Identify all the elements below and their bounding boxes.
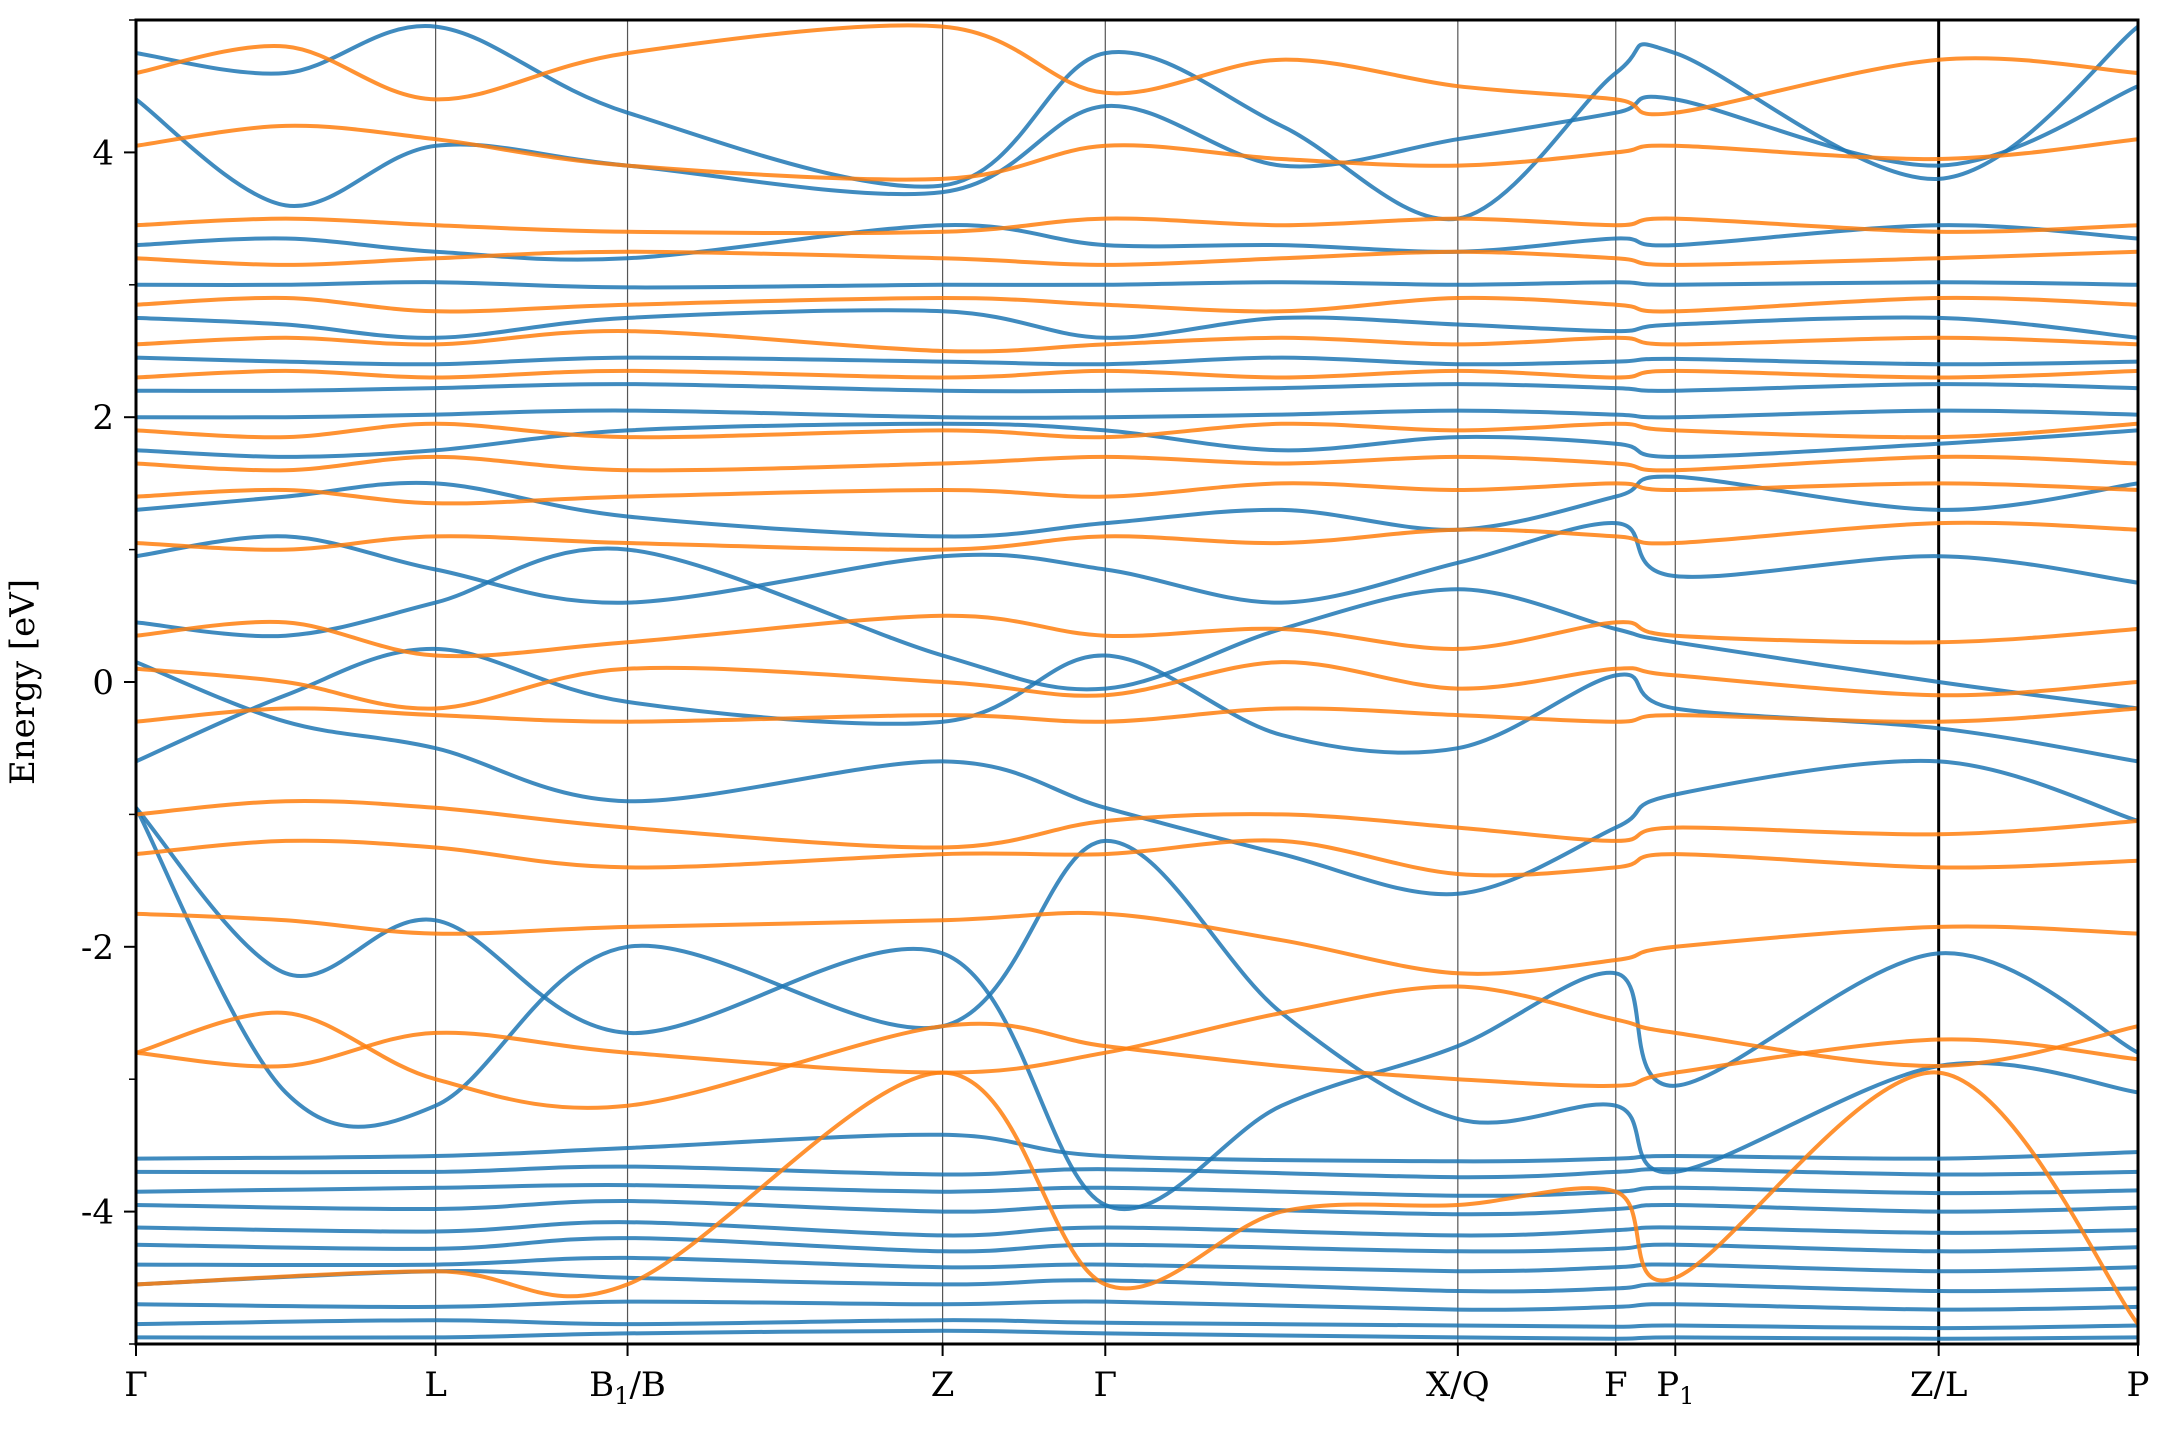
band-blue-17 (136, 474, 2138, 539)
band-orange-12 (136, 421, 2138, 440)
x-tick-label: Γ (1093, 1365, 1117, 1405)
band-blue-16 (136, 521, 2138, 605)
band-orange-7 (136, 660, 2138, 711)
x-tick-label: P (2127, 1365, 2150, 1405)
band-blue-1 (136, 1318, 2138, 1331)
y-axis-label: Energy [eV] (3, 579, 43, 785)
x-tick-label: L (424, 1365, 447, 1405)
x-tick-label: B1/B (589, 1365, 666, 1410)
band-orange-14 (136, 329, 2138, 354)
band-lines (136, 23, 2138, 1341)
band-blue-3 (136, 1269, 2138, 1294)
y-tick-label: 4 (92, 133, 114, 173)
band-orange-6 (136, 706, 2138, 724)
band-blue-0 (136, 1328, 2138, 1341)
band-blue-6 (136, 1220, 2138, 1238)
band-orange-10 (136, 481, 2138, 506)
x-tick-label: X/Q (1426, 1365, 1490, 1405)
band-orange-9 (136, 520, 2138, 552)
band-blue-12 (136, 805, 2138, 1175)
band-blue-23 (136, 280, 2138, 290)
band-blue-18 (136, 421, 2138, 459)
y-tick-label: 0 (92, 663, 114, 703)
y-tick-label: -4 (81, 1193, 114, 1233)
x-tick-label: Γ (124, 1365, 148, 1405)
x-tick-label: Z (931, 1365, 955, 1405)
band-orange-2 (136, 984, 2138, 1075)
band-orange-8 (136, 613, 2138, 659)
band-blue-7 (136, 1198, 2138, 1217)
band-orange-15 (136, 295, 2138, 314)
band-orange-18 (136, 123, 2138, 182)
band-orange-16 (136, 249, 2138, 267)
band-blue-11 (136, 805, 2138, 1212)
band-blue-22 (136, 308, 2138, 340)
band-blue-2 (136, 1299, 2138, 1312)
x-tick-label: F (1604, 1365, 1628, 1405)
band-orange-19 (136, 23, 2138, 117)
band-blue-13 (136, 660, 2138, 897)
y-tick-label: -2 (81, 928, 114, 968)
y-axis: 4 2 0 -2 -4 (81, 19, 136, 1345)
band-orange-11 (136, 454, 2138, 473)
band-blue-19 (136, 408, 2138, 420)
y-tick-label: 2 (92, 398, 114, 438)
band-orange-13 (136, 368, 2138, 380)
band-orange-3 (136, 910, 2138, 976)
band-blue-5 (136, 1236, 2138, 1254)
band-orange-5 (136, 798, 2138, 850)
band-blue-26 (136, 84, 2138, 209)
band-orange-1 (136, 1010, 2138, 1110)
band-blue-14 (136, 646, 2138, 764)
band-orange-0 (136, 1070, 2138, 1327)
band-blue-21 (136, 355, 2138, 367)
band-blue-4 (136, 1255, 2138, 1274)
band-orange-4 (136, 838, 2138, 878)
band-blue-24 (136, 223, 2138, 262)
x-axis: Γ L B1/B Z Γ X/Q F P1 Z/L P (124, 1344, 2149, 1410)
band-orange-17 (136, 216, 2138, 236)
x-tick-label: P1 (1656, 1365, 1694, 1410)
x-tick-label: Z/L (1910, 1365, 1968, 1405)
band-blue-20 (136, 382, 2138, 394)
band-blue-8 (136, 1183, 2138, 1198)
band-blue-15 (136, 546, 2138, 711)
